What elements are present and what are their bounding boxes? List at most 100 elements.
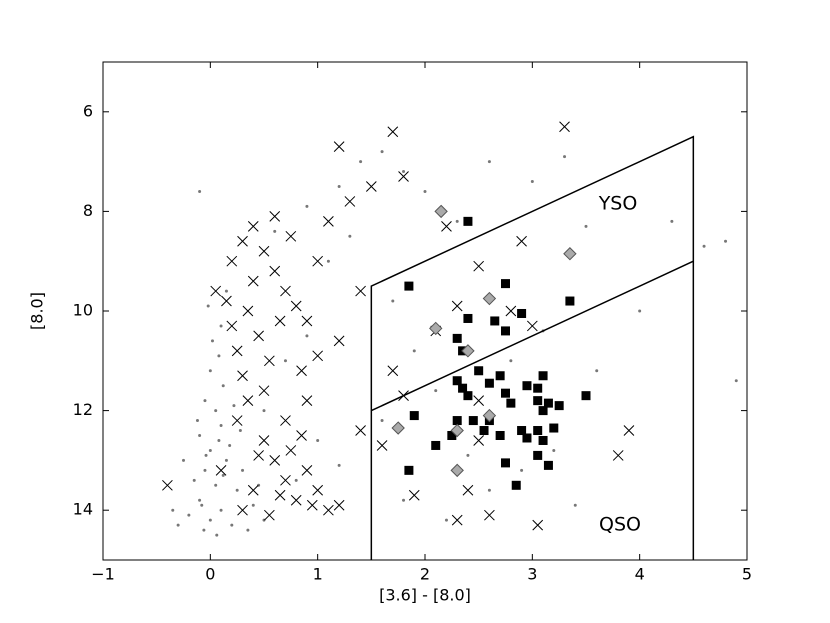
- square-marker: [538, 435, 548, 445]
- cross-marker: [231, 345, 243, 357]
- square-marker: [452, 376, 462, 386]
- point: [294, 478, 298, 482]
- square-marker: [533, 383, 543, 393]
- point: [215, 533, 219, 537]
- point: [200, 503, 204, 507]
- point: [176, 523, 180, 527]
- square-marker: [404, 465, 414, 475]
- point: [530, 180, 534, 184]
- point: [221, 473, 225, 477]
- cross-marker: [451, 514, 463, 526]
- cross-marker: [526, 320, 538, 332]
- region-label: YSO: [598, 193, 638, 215]
- point: [195, 419, 199, 423]
- plot-frame: [102, 61, 748, 561]
- cross-marker: [290, 494, 302, 506]
- point: [238, 429, 242, 433]
- cross-marker: [269, 211, 281, 222]
- cross-marker: [247, 275, 259, 287]
- square-marker: [479, 426, 489, 436]
- point: [208, 369, 212, 373]
- boundary-line: [370, 135, 695, 560]
- cross-marker: [162, 479, 173, 491]
- point: [487, 488, 491, 492]
- point: [348, 234, 352, 238]
- square-marker: [409, 411, 419, 421]
- point: [228, 443, 232, 447]
- point: [326, 259, 330, 263]
- square-marker: [522, 381, 532, 391]
- cross-marker: [451, 300, 463, 312]
- cross-marker: [333, 141, 345, 153]
- point: [203, 399, 207, 403]
- cross-marker: [226, 255, 238, 267]
- cross-marker: [269, 455, 281, 466]
- point: [283, 359, 287, 363]
- region-label: QSO: [599, 514, 641, 536]
- point: [219, 424, 223, 428]
- square-marker: [538, 406, 548, 416]
- point: [734, 379, 738, 383]
- point: [224, 458, 228, 462]
- x-tick-label: 3: [527, 565, 537, 584]
- square-marker: [517, 308, 527, 318]
- cross-marker: [247, 220, 259, 232]
- plot-area: [162, 121, 738, 537]
- point: [573, 503, 577, 507]
- cross-marker: [505, 305, 517, 317]
- x-tick-label: 0: [205, 565, 215, 584]
- point: [402, 498, 406, 502]
- cross-marker: [387, 126, 399, 138]
- point: [171, 508, 175, 512]
- cross-marker: [365, 181, 377, 192]
- square-marker: [533, 426, 543, 436]
- cross-marker: [242, 395, 254, 406]
- point: [423, 189, 427, 193]
- point: [208, 518, 212, 522]
- cross-marker: [237, 235, 248, 247]
- point: [337, 463, 341, 467]
- point: [359, 160, 363, 164]
- point: [520, 468, 524, 472]
- point: [192, 478, 196, 482]
- cross-marker: [408, 489, 420, 501]
- point: [198, 498, 202, 502]
- cross-marker: [226, 320, 238, 332]
- point: [487, 160, 491, 164]
- cross-marker: [333, 335, 345, 347]
- x-tick-label: 4: [635, 565, 645, 584]
- cross-marker: [258, 245, 270, 257]
- cross-marker: [387, 365, 399, 377]
- cross-marker: [258, 385, 270, 397]
- y-tick-label: 14: [73, 500, 93, 519]
- diamond-marker: [391, 421, 405, 435]
- y-tick-label: 8: [83, 201, 93, 220]
- square-marker: [501, 458, 510, 468]
- cross-marker: [253, 450, 264, 461]
- cross-marker: [231, 415, 243, 426]
- point: [232, 404, 236, 408]
- square-marker: [501, 279, 510, 289]
- point: [219, 508, 223, 512]
- point: [552, 448, 556, 452]
- cross-marker: [473, 395, 485, 406]
- x-tick-label: 1: [313, 565, 323, 584]
- point: [466, 453, 470, 457]
- square-marker: [463, 216, 473, 226]
- cross-marker: [398, 171, 409, 182]
- square-marker: [554, 401, 564, 411]
- cross-marker: [306, 499, 318, 511]
- square-marker: [463, 313, 473, 323]
- cross-marker: [344, 196, 356, 207]
- boundary-line: [371, 260, 694, 412]
- y-axis-label: [8.0]: [28, 292, 47, 330]
- point: [563, 155, 567, 159]
- cross-marker: [312, 255, 324, 267]
- y-tick-label: 6: [83, 101, 93, 120]
- point: [434, 389, 438, 393]
- point: [210, 339, 214, 343]
- square-marker: [452, 333, 462, 343]
- square-marker: [565, 296, 575, 306]
- diamond-marker: [429, 321, 443, 336]
- point: [203, 468, 207, 472]
